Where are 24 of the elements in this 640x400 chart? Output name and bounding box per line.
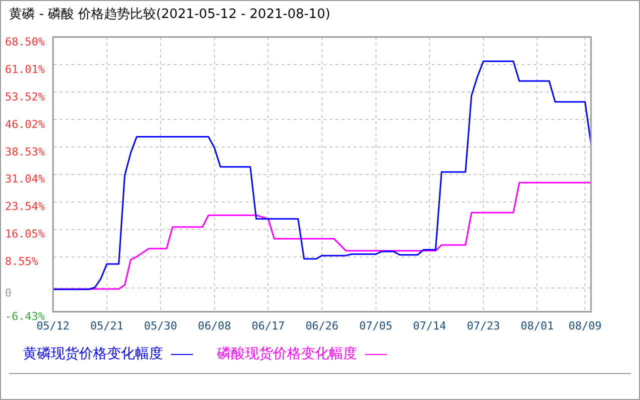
y-tick-label: 68.50%: [5, 35, 46, 48]
x-tick-label: 06/17: [252, 319, 285, 332]
x-tick-label: 05/30: [144, 319, 178, 332]
x-tick-label: 08/01: [520, 319, 554, 332]
legend-label: 磷酸现货价格变化幅度: [217, 345, 357, 363]
y-tick-label: 16.05%: [5, 228, 46, 241]
y-tick-label: 23.54%: [5, 200, 46, 214]
x-tick-label: 07/23: [466, 319, 500, 332]
y-tick-label: 31.04%: [5, 172, 46, 186]
y-tick-label: 38.53%: [5, 145, 46, 158]
x-tick-label: 06/08: [198, 319, 231, 332]
x-tick-label: 07/05: [359, 319, 392, 332]
legend-label: 黄磷现货价格变化幅度: [23, 345, 163, 363]
y-tick-label: 0: [5, 286, 12, 300]
y-tick-label: 61.01%: [5, 62, 46, 76]
x-tick-label: 06/26: [305, 319, 339, 332]
y-tick-label: 8.55%: [5, 255, 38, 268]
chart-title: 黄磷 - 磷酸 价格趋势比较(2021-05-12 - 2021-08-10): [9, 6, 330, 23]
y-tick-label: 46.02%: [5, 118, 46, 131]
y-tick-label: 53.52%: [5, 90, 46, 104]
x-tick-label: 05/12: [36, 319, 70, 332]
x-tick-label: 07/14: [413, 319, 447, 332]
x-tick-label: 08/09: [568, 319, 602, 332]
x-tick-label: 05/21: [90, 319, 124, 332]
